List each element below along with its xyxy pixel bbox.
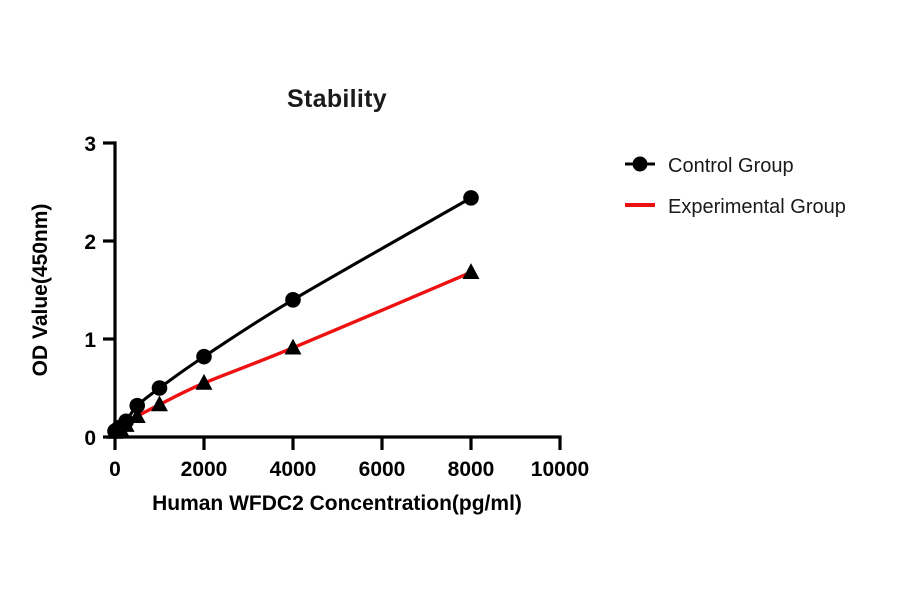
y-tick-label-1: 1 xyxy=(84,329,96,352)
data-point-marker-triangle xyxy=(462,263,480,279)
data-point-marker-circle xyxy=(118,413,134,430)
data-point-marker-triangle xyxy=(284,338,302,355)
data-point-marker-circle xyxy=(151,380,168,396)
data-point-marker-triangle xyxy=(151,395,168,412)
data-point-marker-circle xyxy=(196,348,212,365)
y-axis-ticks xyxy=(103,141,115,439)
legend: Control Group Experimental Group xyxy=(625,155,846,218)
y-tick-label-2: 2 xyxy=(84,231,96,254)
data-point-marker-triangle xyxy=(195,373,213,390)
y-axis-title: OD Value(450nm) xyxy=(29,204,52,377)
x-tick-label-10000: 10000 xyxy=(531,458,589,481)
x-axis-tick-labels: 0 2000 4000 6000 8000 10000 xyxy=(109,458,589,481)
x-tick-label-2000: 2000 xyxy=(181,458,228,481)
y-tick-label-0: 0 xyxy=(84,427,96,450)
data-point-marker-circle xyxy=(129,397,146,414)
x-axis-title: Human WFDC2 Concentration(pg/ml) xyxy=(152,492,522,515)
legend-circle-marker-icon xyxy=(632,156,648,172)
plot-area xyxy=(106,190,480,439)
x-tick-label-0: 0 xyxy=(109,458,121,481)
control-group-line xyxy=(113,196,473,433)
x-axis-ticks xyxy=(113,437,562,450)
chart-title: Stability xyxy=(287,85,387,113)
legend-label-experimental: Experimental Group xyxy=(668,196,846,218)
experimental-group-markers xyxy=(106,263,480,439)
legend-entry-experimental[interactable]: Experimental Group xyxy=(625,196,846,218)
x-tick-label-4000: 4000 xyxy=(270,458,317,481)
y-tick-label-3: 3 xyxy=(84,133,96,156)
legend-label-control: Control Group xyxy=(668,155,794,177)
data-point-marker-circle xyxy=(463,190,479,206)
legend-entry-control[interactable]: Control Group xyxy=(625,155,794,177)
y-axis-tick-labels: 3 2 1 0 xyxy=(84,133,96,450)
control-group-markers xyxy=(107,190,479,439)
data-point-marker-circle xyxy=(285,292,301,308)
x-tick-label-8000: 8000 xyxy=(448,458,495,481)
x-tick-label-6000: 6000 xyxy=(359,458,406,481)
